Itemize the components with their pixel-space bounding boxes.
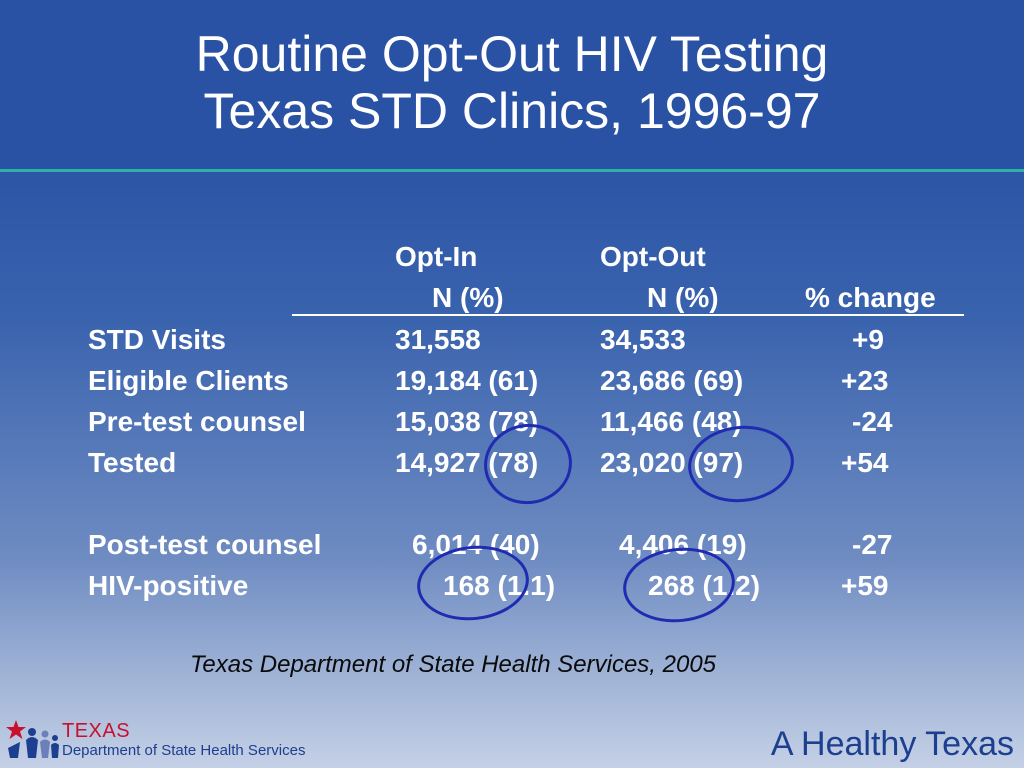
row-label: Post-test counsel [88, 529, 322, 560]
logo-department-text: Department of State Health Services [62, 742, 306, 759]
logo-texas-text: TEXAS [62, 720, 131, 742]
row-label: HIV-positive [88, 570, 249, 601]
title-line-2: Texas STD Clinics, 1996-97 [203, 83, 821, 139]
row-opt-out: 11,466 (48) [600, 406, 742, 437]
title-divider [0, 169, 1024, 172]
header-opt-out: Opt-Out [600, 241, 706, 272]
row-change: -24 [852, 406, 893, 437]
texas-star-people-icon [6, 720, 59, 758]
row-opt-out: 34,533 [600, 324, 686, 355]
slide-title: Routine Opt-Out HIV Testing Texas STD Cl… [0, 26, 1024, 140]
row-opt-in: 14,927 (78) [395, 447, 539, 478]
header-opt-out-n: N (%) [647, 282, 719, 313]
row-opt-out: 23,020 (97) [600, 447, 744, 478]
row-change: +59 [841, 570, 889, 601]
row-opt-in: 19,184 (61) [395, 365, 539, 396]
row-change: +23 [841, 365, 889, 396]
row-label: Tested [88, 447, 177, 478]
row-change: -27 [852, 529, 893, 560]
row-opt-out: 23,686 (69) [600, 365, 744, 396]
row-opt-in: 31,558 [395, 324, 481, 355]
tagline: A Healthy Texas [770, 725, 1014, 763]
row-opt-in: 15,038 (78) [395, 406, 539, 437]
row-opt-in: 168 (1.1) [443, 570, 556, 601]
header-percent-change: % change [805, 282, 936, 313]
header-opt-in: Opt-In [395, 241, 478, 272]
row-label: Eligible Clients [88, 365, 289, 396]
source-citation: Texas Department of State Health Service… [189, 651, 717, 678]
header-opt-in-n: N (%) [432, 282, 504, 313]
title-band [0, 0, 1024, 170]
row-opt-out: 4,406 (19) [619, 529, 747, 560]
row-change: +9 [852, 324, 884, 355]
row-change: +54 [841, 447, 889, 478]
header-underline [292, 314, 964, 316]
row-opt-out: 268 (1.2) [648, 570, 761, 601]
row-label: Pre-test counsel [88, 406, 306, 437]
row-label: STD Visits [88, 324, 226, 355]
title-line-1: Routine Opt-Out HIV Testing [195, 26, 829, 82]
row-opt-in: 6,014 (40) [412, 529, 540, 560]
dshs-logo: TEXAS Department of State Health Service… [6, 718, 306, 764]
